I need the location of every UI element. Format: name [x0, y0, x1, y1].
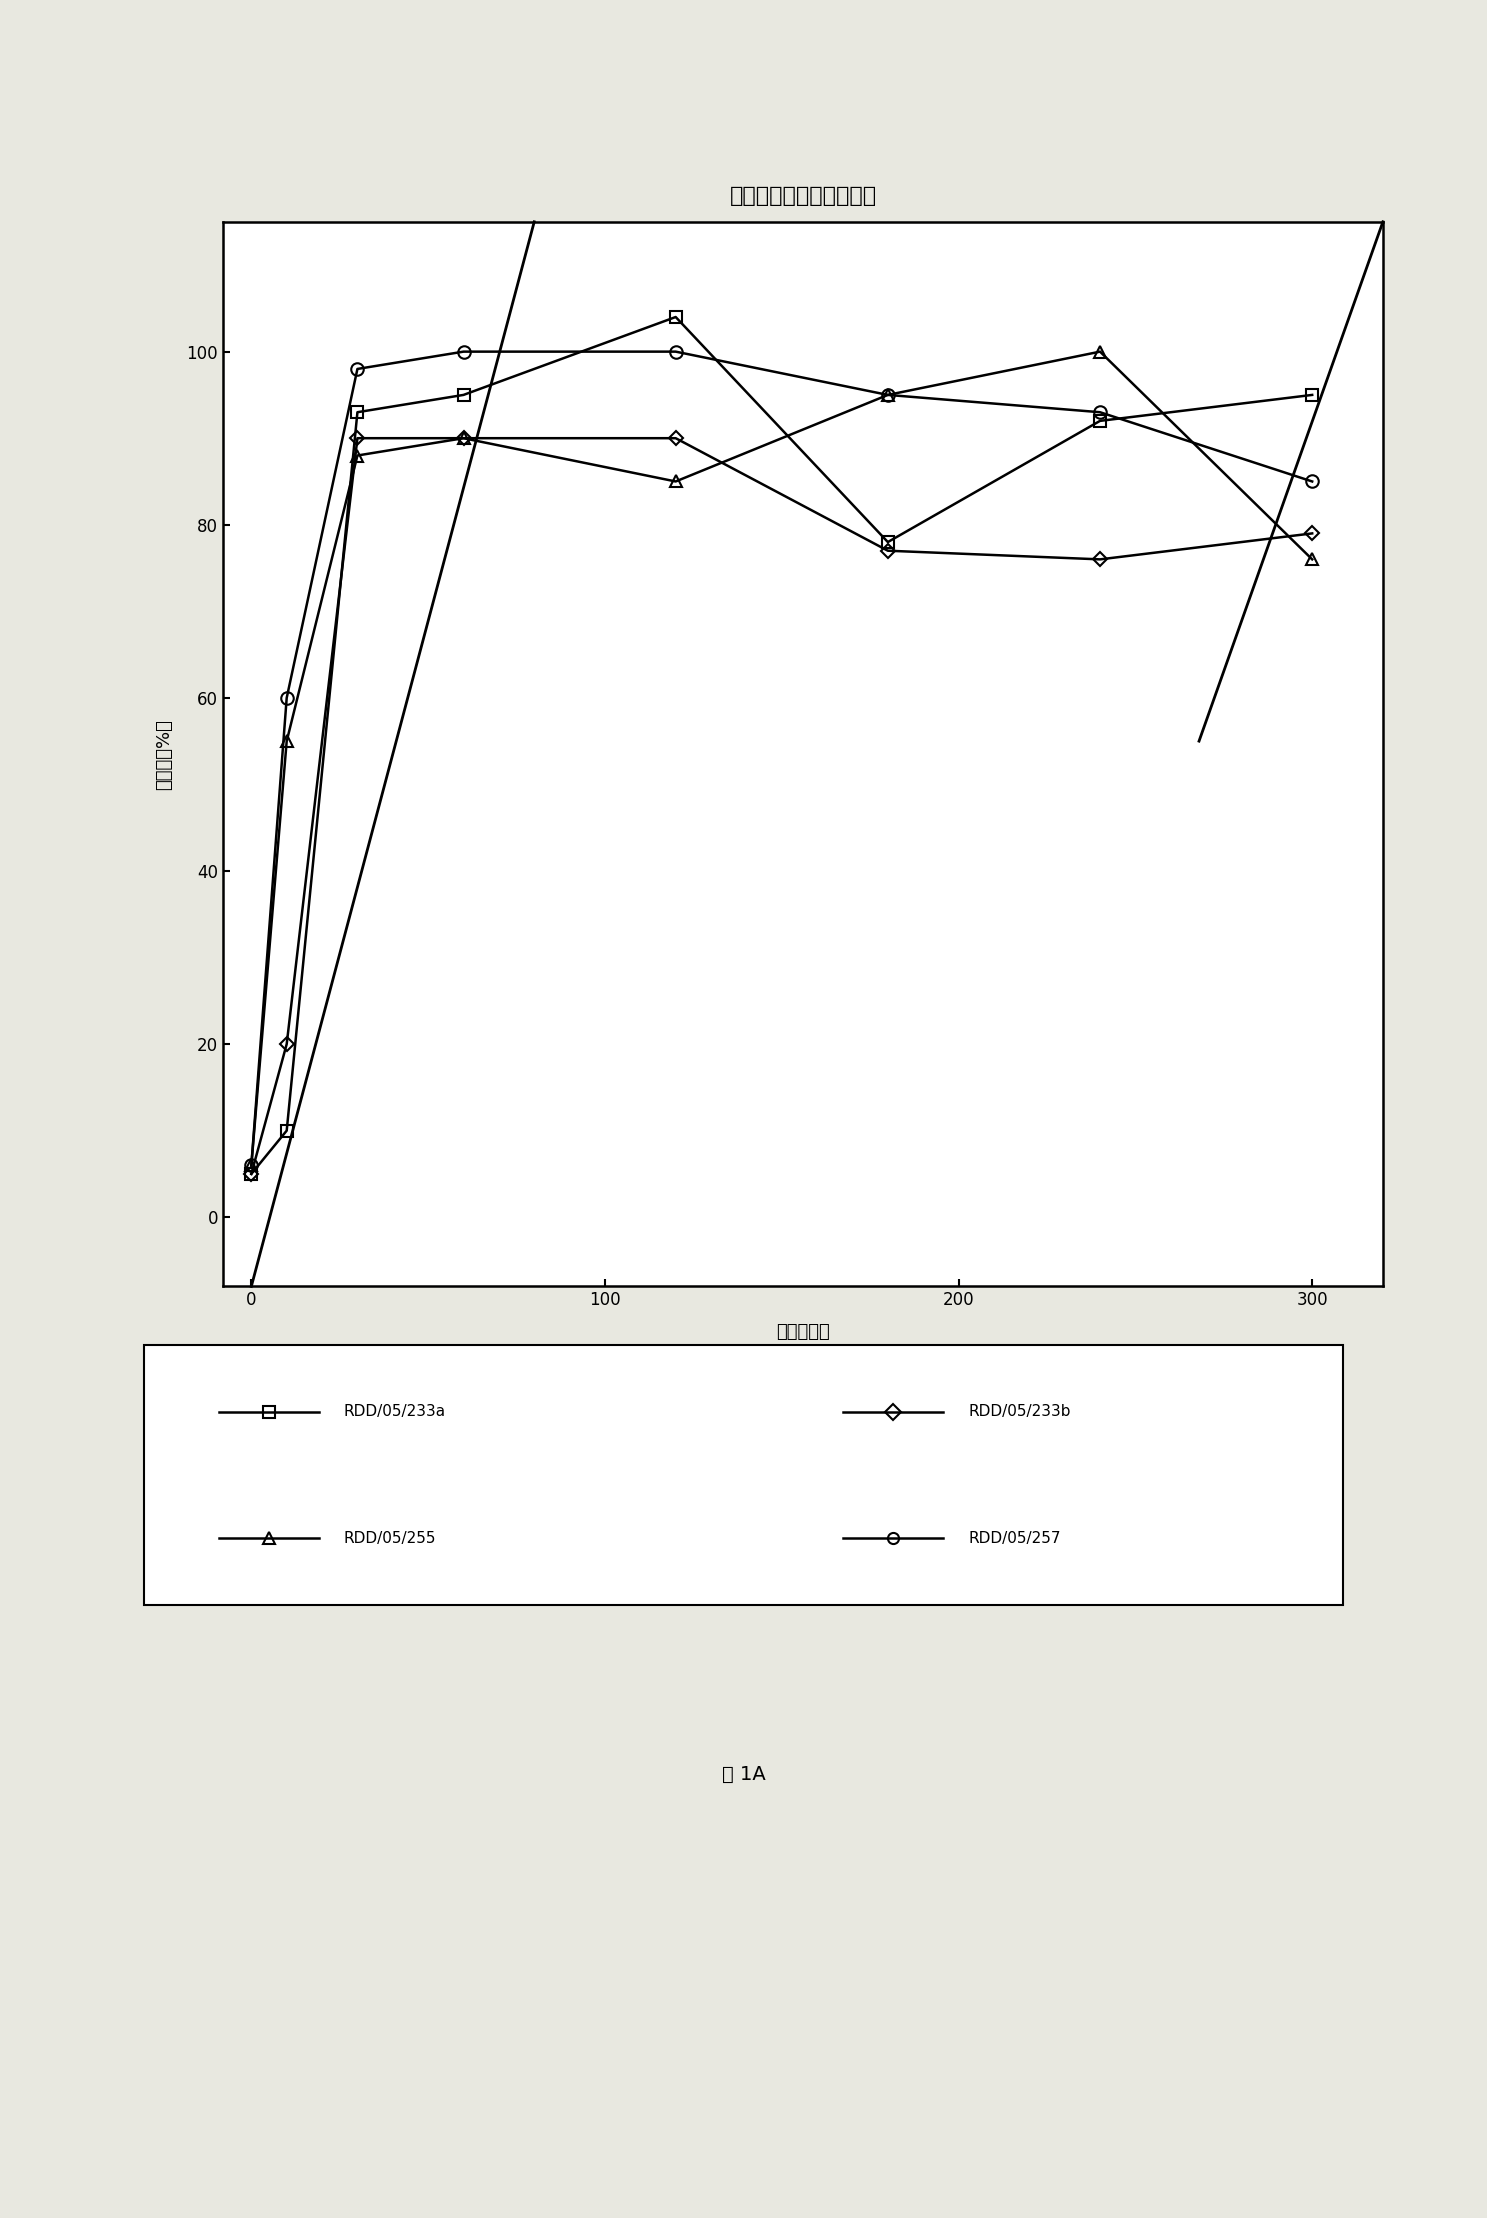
Line: RDD/05/233a: RDD/05/233a — [245, 311, 1317, 1180]
RDD/05/233a — [666, 304, 684, 330]
RDD/05/233b — [666, 426, 684, 452]
RDD/05/257 — [1303, 468, 1320, 495]
Text: RDD/05/233a: RDD/05/233a — [343, 1404, 446, 1420]
RDD/05/257 — [1091, 399, 1109, 426]
RDD/05/233a — [348, 399, 366, 426]
RDD/05/233a — [278, 1118, 296, 1144]
RDD/05/257 — [348, 355, 366, 381]
Line: RDD/05/257: RDD/05/257 — [245, 346, 1319, 1171]
RDD/05/233b — [1091, 546, 1109, 572]
RDD/05/255 — [278, 728, 296, 754]
RDD/05/233b — [242, 1160, 260, 1187]
RDD/05/257 — [242, 1151, 260, 1178]
RDD/05/255 — [1303, 546, 1320, 572]
Text: RDD/05/233b: RDD/05/233b — [968, 1404, 1071, 1420]
RDD/05/233b — [348, 426, 366, 452]
RDD/05/255 — [455, 426, 473, 452]
Text: 图 1A: 图 1A — [721, 1766, 766, 1783]
Text: RDD/05/257: RDD/05/257 — [968, 1530, 1060, 1546]
RDD/05/257 — [879, 381, 897, 408]
RDD/05/233a — [455, 381, 473, 408]
FancyBboxPatch shape — [144, 1344, 1343, 1606]
RDD/05/233a — [879, 528, 897, 554]
RDD/05/257 — [666, 339, 684, 366]
Line: RDD/05/233b: RDD/05/233b — [247, 433, 1317, 1178]
RDD/05/257 — [455, 339, 473, 366]
Text: RDD/05/255: RDD/05/255 — [343, 1530, 436, 1546]
RDD/05/233a — [242, 1160, 260, 1187]
Y-axis label: 百分比（%）: 百分比（%） — [155, 719, 172, 790]
Title: 从制剂中释放伊洛前列素: 从制剂中释放伊洛前列素 — [730, 186, 876, 206]
RDD/05/233b — [278, 1031, 296, 1058]
RDD/05/255 — [1091, 339, 1109, 366]
Line: RDD/05/255: RDD/05/255 — [245, 346, 1319, 1171]
RDD/05/255 — [879, 381, 897, 408]
RDD/05/257 — [278, 685, 296, 712]
RDD/05/233a — [1303, 381, 1320, 408]
X-axis label: 时间（分）: 时间（分） — [776, 1324, 830, 1342]
RDD/05/255 — [666, 468, 684, 495]
RDD/05/255 — [348, 441, 366, 468]
RDD/05/233b — [879, 537, 897, 563]
RDD/05/233b — [1303, 519, 1320, 546]
RDD/05/233a — [1091, 408, 1109, 435]
RDD/05/233b — [455, 426, 473, 452]
RDD/05/255 — [242, 1151, 260, 1178]
